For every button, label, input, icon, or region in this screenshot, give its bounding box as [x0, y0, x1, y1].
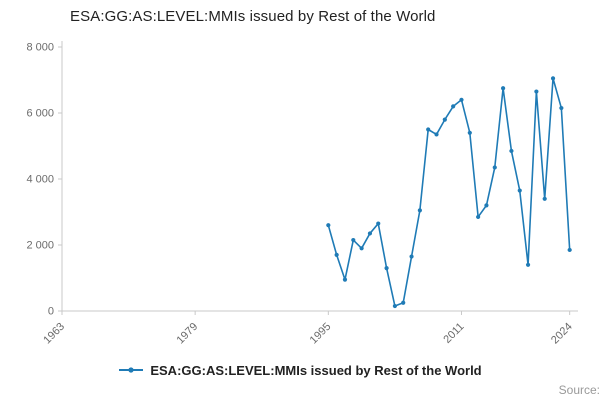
data-point-marker [351, 237, 356, 243]
y-tick-label: 2 000 [26, 240, 54, 252]
data-point-marker [459, 97, 464, 102]
source-label: Source: [558, 383, 600, 397]
data-point-marker [334, 252, 339, 257]
data-point-marker [517, 188, 522, 193]
data-point-marker [550, 76, 556, 81]
data-point-marker [509, 148, 514, 154]
data-point-marker [367, 231, 373, 236]
y-tick-label: 8 000 [26, 42, 54, 54]
data-point-marker [467, 130, 472, 135]
data-point-marker [484, 203, 489, 208]
data-point-marker [534, 89, 539, 94]
data-point-marker [376, 221, 381, 226]
legend-item[interactable]: ESA:GG:AS:LEVEL:MMIs issued by Rest of t… [0, 360, 600, 380]
data-point-marker [342, 277, 348, 282]
legend-marker-icon [119, 367, 144, 373]
line-chart: 0 2 000 4 000 6 000 8 000 1963 1979 1995 2011 202… [26, 41, 578, 347]
page-title: ESA:GG:AS:LEVEL:MMIs issued by Rest of t… [70, 8, 436, 25]
data-point-marker [500, 86, 506, 91]
series-line [327, 77, 571, 307]
data-point-marker [476, 214, 481, 220]
x-tick-label: 1979 [174, 321, 200, 347]
data-point-marker [401, 300, 406, 305]
x-tick-label: 1995 [308, 321, 334, 347]
data-point-marker [451, 104, 456, 109]
x-tick-label: 2011 [441, 321, 466, 346]
data-point-marker [492, 165, 497, 170]
data-point-marker [392, 303, 398, 309]
x-tick-label: 1963 [41, 321, 67, 347]
data-point-marker [434, 132, 439, 137]
data-point-marker [417, 208, 422, 213]
data-point-marker [326, 223, 331, 228]
data-point-marker [559, 105, 564, 111]
data-point-marker [542, 196, 547, 201]
y-tick-label: 0 [48, 306, 54, 318]
data-point-marker [567, 247, 572, 253]
data-point-marker [525, 262, 531, 267]
data-point-marker [384, 266, 389, 271]
y-tick-label: 6 000 [26, 108, 54, 120]
legend-label: ESA:GG:AS:LEVEL:MMIs issued by Rest of t… [150, 362, 482, 378]
x-tick-label: 2024 [549, 321, 575, 347]
y-tick-label: 4 000 [26, 174, 54, 186]
data-point-marker [409, 254, 414, 259]
data-point-marker [442, 117, 447, 122]
data-point-marker [359, 246, 364, 251]
data-point-marker [426, 127, 431, 132]
